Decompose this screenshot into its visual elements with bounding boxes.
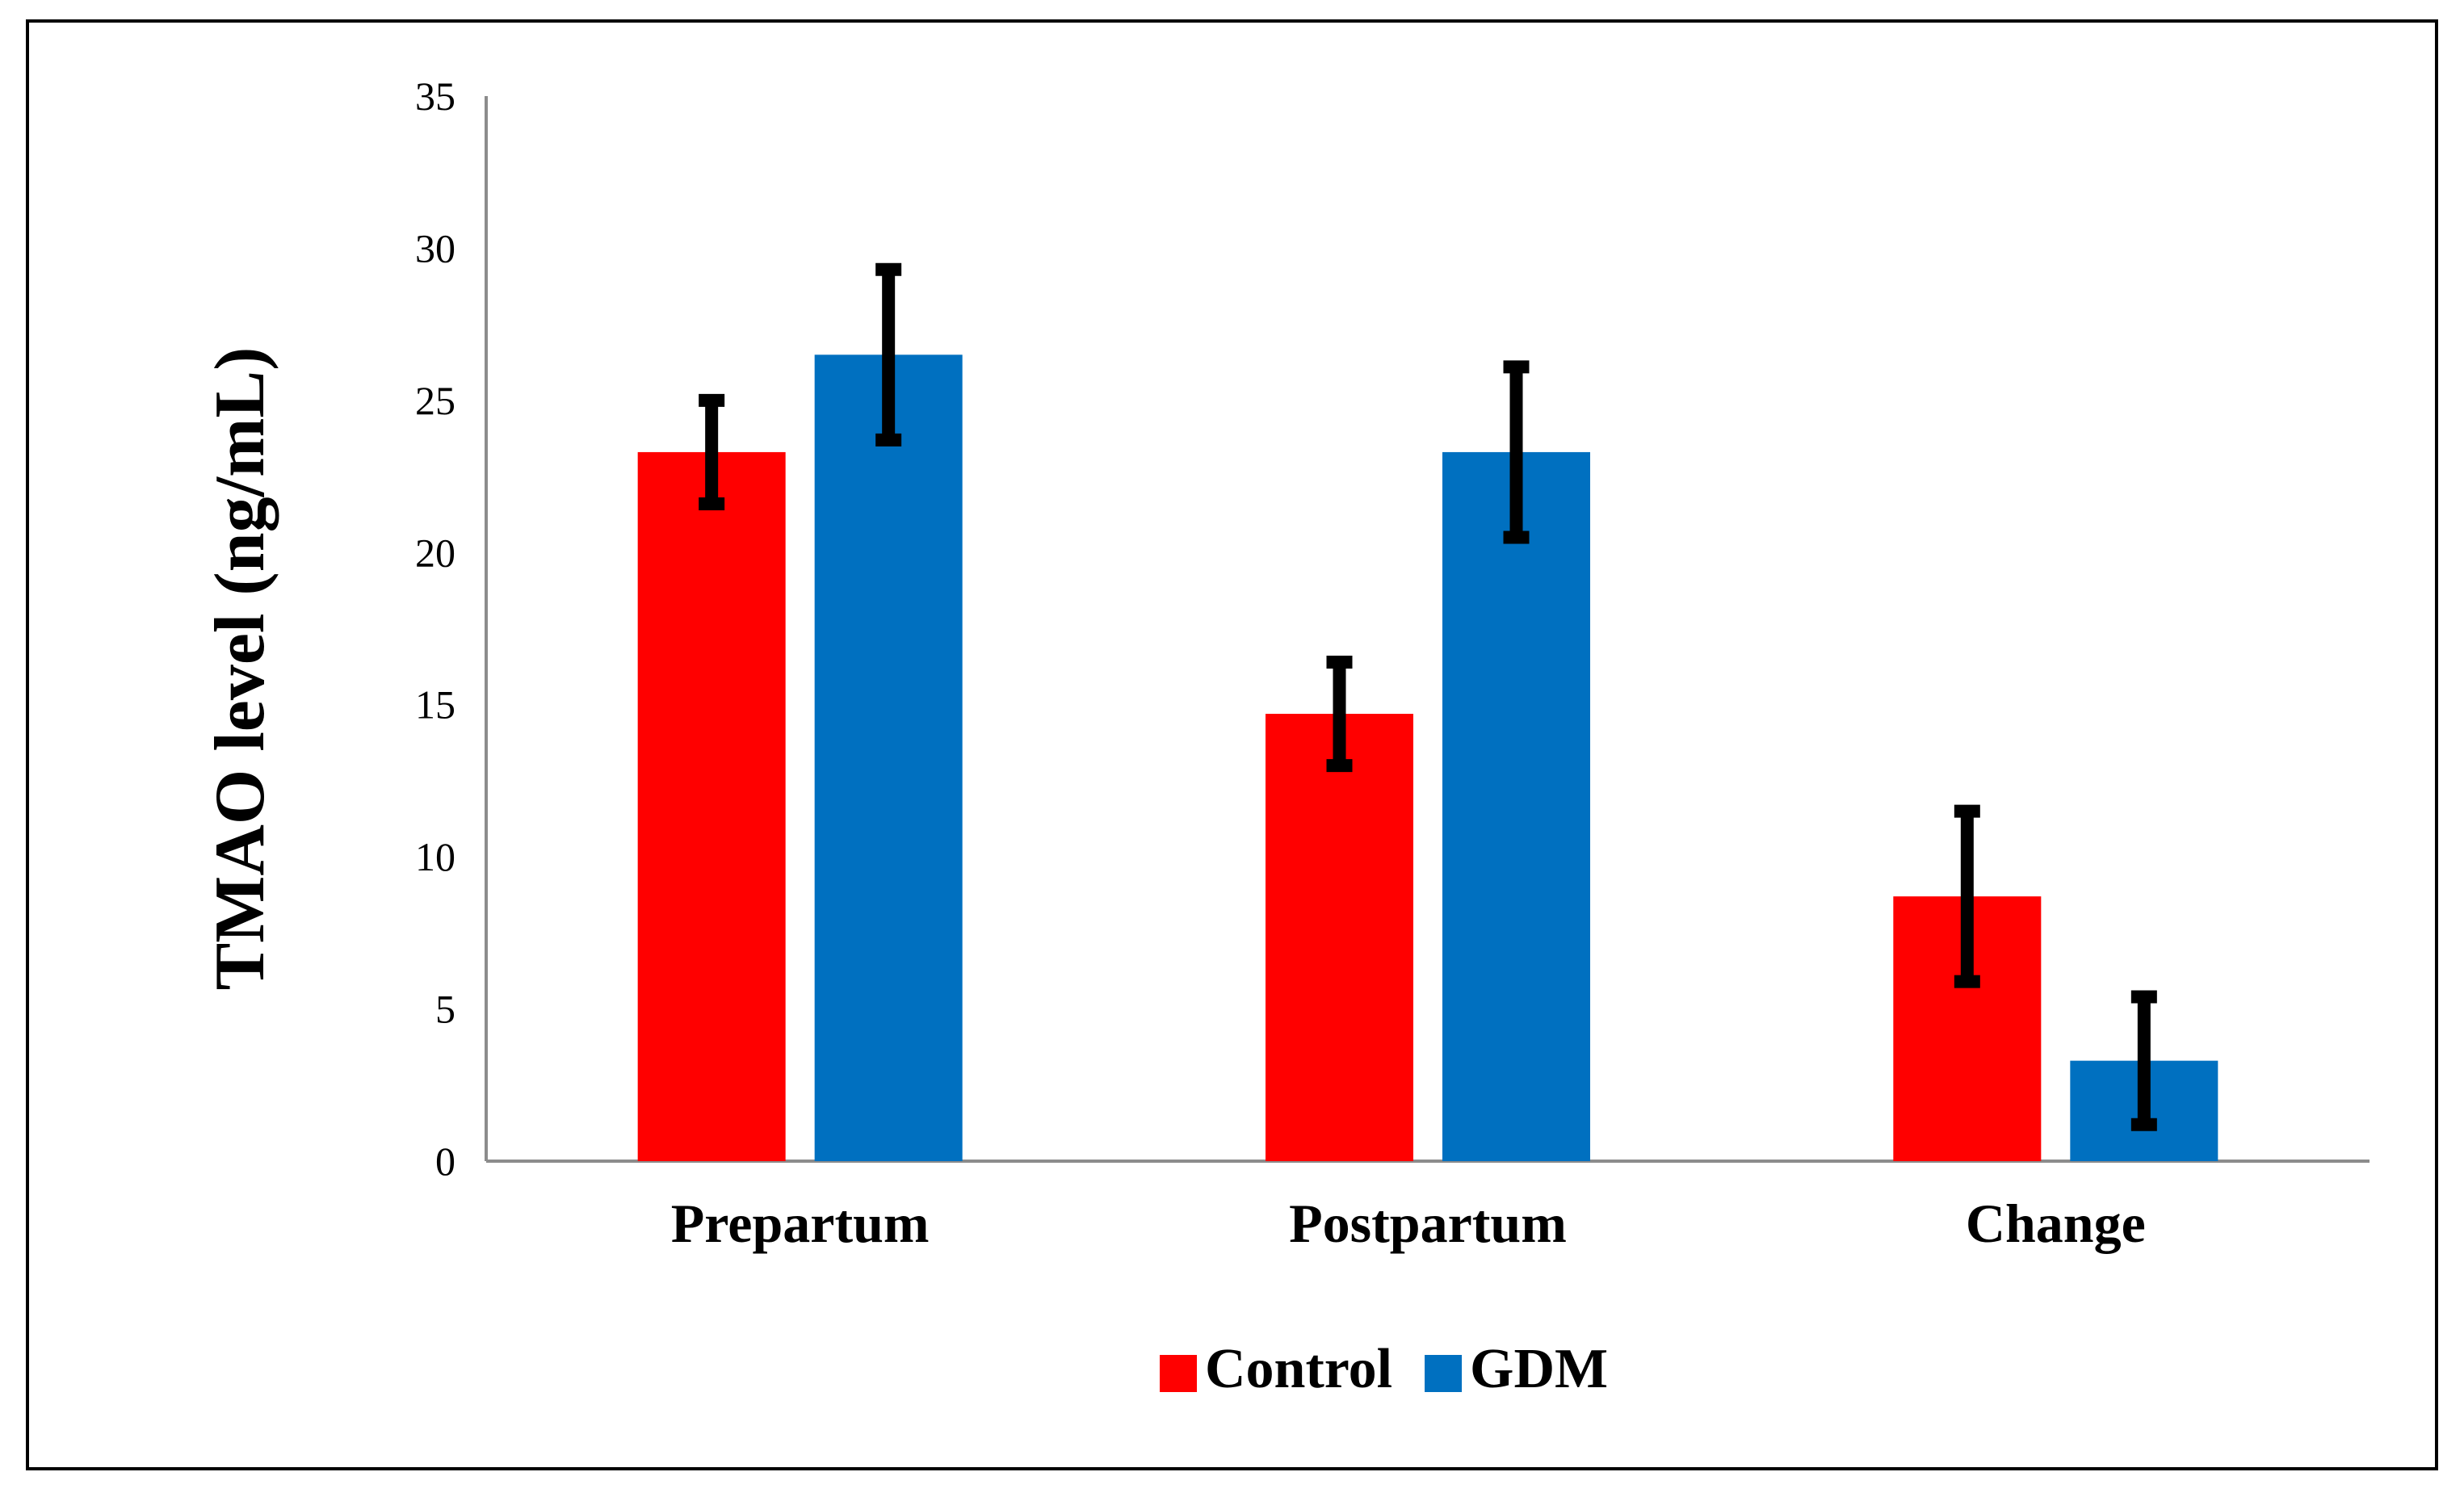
legend-label-gdm: GDM [1470,1338,1608,1400]
y-tick-label: 20 [415,530,455,575]
bar-gdm-prepartum [814,354,963,1161]
y-tick-label: 0 [435,1139,455,1184]
legend-label-control: Control [1205,1338,1392,1400]
bar-control-postpartum [1266,714,1413,1161]
bar-chart: TMAO level (ng/mL) 0 5 10 15 20 25 30 35 Prepart… [201,73,2370,1400]
legend-swatch-gdm [1425,1355,1463,1392]
y-tick-label: 30 [415,225,455,271]
legend-swatch-control [1160,1355,1197,1392]
y-tick-label: 35 [415,73,455,119]
y-tick-label: 10 [415,834,455,879]
x-category-label: Prepartum [671,1193,930,1254]
x-category-label: Change [1966,1193,2146,1254]
y-tick-label: 25 [415,378,455,423]
y-axis-title: TMAO level (ng/mL) [201,347,279,991]
x-category-label: Postpartum [1289,1193,1567,1254]
bar-gdm-postpartum [1442,451,1590,1161]
bar-control-prepartum [637,451,786,1161]
chart-frame: TMAO level (ng/mL) 0 5 10 15 20 25 30 35 Prepart… [26,19,2438,1470]
y-tick-label: 15 [415,682,455,728]
y-tick-label: 5 [435,987,455,1032]
